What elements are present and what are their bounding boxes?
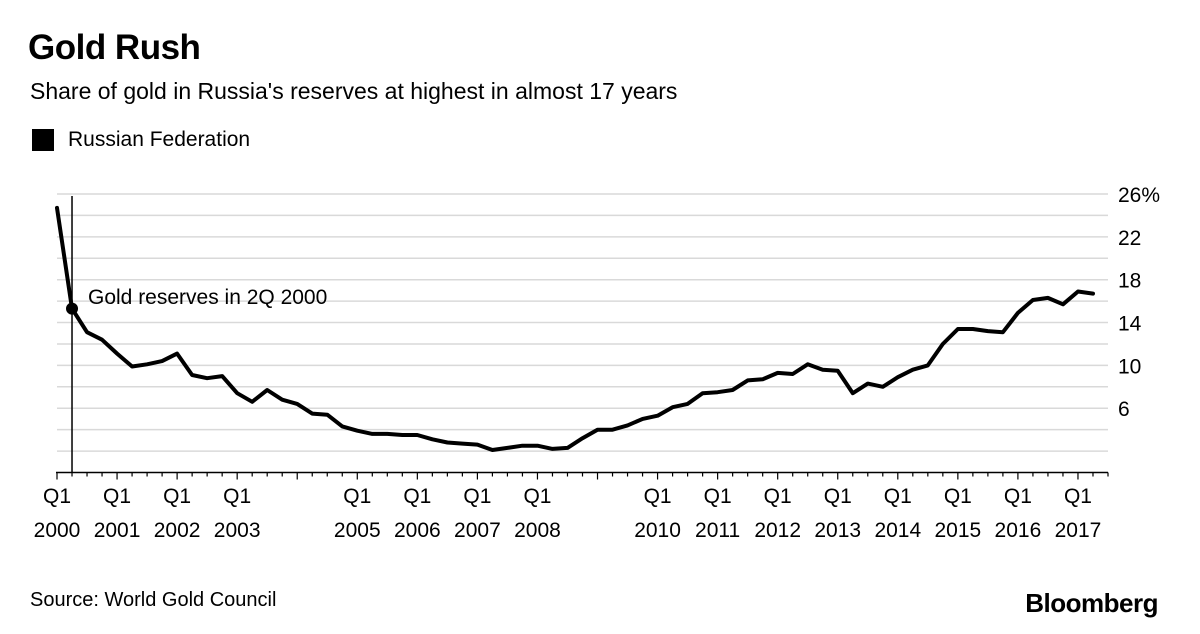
x-tick-label-q-2012: Q1 bbox=[764, 485, 792, 508]
y-tick-label-18: 18 bbox=[1118, 270, 1141, 293]
legend-swatch-russian-federation bbox=[32, 129, 54, 151]
bloomberg-logo: Bloomberg bbox=[1025, 588, 1158, 618]
x-tick-label-year-2015: 2015 bbox=[934, 519, 981, 542]
x-tick-label-year-2006: 2006 bbox=[394, 519, 441, 542]
x-tick-label-year-2005: 2005 bbox=[334, 519, 381, 542]
x-tick-label-q-2003: Q1 bbox=[223, 485, 251, 508]
x-tick-label-year-2007: 2007 bbox=[454, 519, 501, 542]
annotation-label: Gold reserves in 2Q 2000 bbox=[88, 286, 327, 309]
x-tick-label-year-2008: 2008 bbox=[514, 519, 561, 542]
x-tick-label-q-2013: Q1 bbox=[824, 485, 852, 508]
x-tick-label-q-2014: Q1 bbox=[884, 485, 912, 508]
x-tick-label-q-2002: Q1 bbox=[163, 485, 191, 508]
x-tick-label-q-2008: Q1 bbox=[523, 485, 551, 508]
legend-label-russian-federation: Russian Federation bbox=[68, 128, 251, 151]
source-note: Source: World Gold Council bbox=[30, 589, 277, 611]
y-tick-label-22: 22 bbox=[1118, 227, 1141, 250]
annotation-marker bbox=[66, 302, 79, 315]
x-tick-label-year-2010: 2010 bbox=[634, 519, 681, 542]
x-tick-label-year-2003: 2003 bbox=[214, 519, 261, 542]
x-tick-label-year-2011: 2011 bbox=[695, 519, 740, 542]
x-tick-label-year-2013: 2013 bbox=[814, 519, 861, 542]
series-line-russian-federation bbox=[55, 205, 1095, 452]
x-tick-label-q-2007: Q1 bbox=[463, 485, 491, 508]
x-tick-label-year-2014: 2014 bbox=[874, 519, 921, 542]
legend: Russian Federation bbox=[32, 128, 250, 152]
x-tick-label-q-2017: Q1 bbox=[1064, 485, 1092, 508]
y-tick-label-14: 14 bbox=[1118, 313, 1142, 336]
x-tick-label-year-2016: 2016 bbox=[995, 519, 1042, 542]
x-tick-label-year-2012: 2012 bbox=[754, 519, 801, 542]
chart-subtitle: Share of gold in Russia's reserves at hi… bbox=[30, 78, 678, 104]
x-tick-label-year-2000: 2000 bbox=[34, 519, 81, 542]
x-tick-label-year-2001: 2001 bbox=[94, 519, 141, 542]
x-tick-label-q-2015: Q1 bbox=[944, 485, 972, 508]
x-tick-label-q-2001: Q1 bbox=[103, 485, 131, 508]
y-tick-label-6: 6 bbox=[1118, 398, 1130, 421]
x-tick-label-q-2005: Q1 bbox=[343, 485, 371, 508]
x-tick-label-q-2000: Q1 bbox=[43, 485, 71, 508]
x-tick-label-q-2011: Q1 bbox=[704, 485, 732, 508]
x-tick-label-q-2006: Q1 bbox=[403, 485, 431, 508]
x-tick-label-q-2010: Q1 bbox=[644, 485, 672, 508]
x-tick-label-q-2016: Q1 bbox=[1004, 485, 1032, 508]
y-tick-label-10: 10 bbox=[1118, 355, 1141, 378]
x-tick-label-year-2017: 2017 bbox=[1055, 519, 1102, 542]
chart-title: Gold Rush bbox=[28, 28, 201, 67]
x-tick-label-year-2002: 2002 bbox=[154, 519, 201, 542]
y-tick-label-26: 26% bbox=[1118, 184, 1160, 207]
